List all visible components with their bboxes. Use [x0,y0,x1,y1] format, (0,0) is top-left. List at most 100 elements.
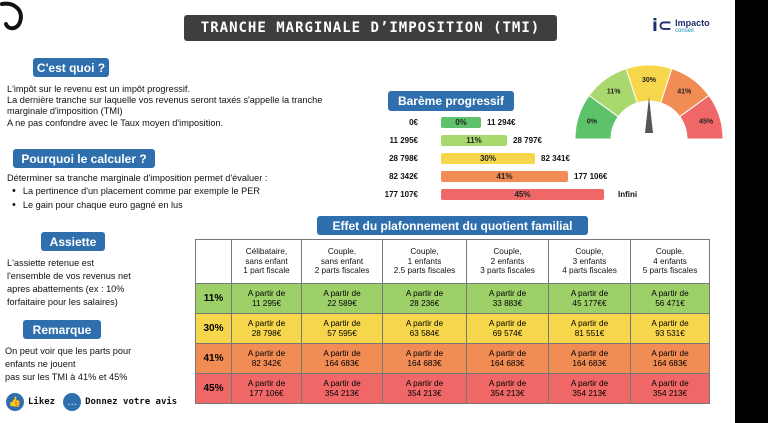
cell-prefix: A partir de [570,319,609,329]
pourquoi-bullet-2: Le gain pour chaque euro gagné en lus [12,198,260,212]
column-header-l3: 2 parts fiscales [314,266,370,276]
remarque-line-2: enfants ne jouent [5,358,76,369]
cell-amount: 28 798€ [251,328,282,338]
logo-mark: i⊂ [652,16,673,36]
table-row: 11% A partir de 11 295€ A partir de 22 589€ A… [195,283,710,314]
column-header-l2: sans enfant [320,256,364,266]
table-cell: A partir de 11 295€ [231,283,302,314]
table-cell: A partir de 164 683€ [630,343,710,374]
cell-amount: 93 531€ [655,328,685,338]
company-logo: i⊂ Impacto conseil [652,18,710,35]
table-cell: A partir de 22 589€ [301,283,383,314]
cell-prefix: A partir de [247,289,286,299]
column-header-l1: Couple, [410,247,439,257]
table-cell: A partir de 69 574€ [466,313,549,344]
row-rate: 30% [195,313,232,344]
like-thumb-icon[interactable]: 👍 [6,393,24,411]
table-cell: A partir de 354 213€ [466,373,549,404]
swirl-decoration-icon [0,1,23,31]
cell-amount: 177 106€ [249,388,284,398]
cell-amount: 354 213€ [490,388,525,398]
table-corner [195,239,232,284]
cell-prefix: A partir de [651,319,689,329]
cell-amount: 69 574€ [492,328,523,338]
table-cell: A partir de 82 342€ [231,343,302,374]
remarque-line-3: pas sur les TMI à 41% et 45% [5,371,128,382]
logo-name: Impacto [675,18,710,28]
plafond-table: Célibataire, sans enfant 1 part fiscale Cou… [195,239,710,404]
table-cell: A partir de 164 683€ [466,343,549,374]
cell-prefix: A partir de [570,379,609,389]
bareme-bar-2: 11% [441,135,507,146]
table-cell: A partir de 93 531€ [630,313,710,344]
bareme-bar-3: 30% [441,153,535,164]
bareme-to-4: 177 106€ [574,172,608,181]
assiette-line-3: apres abattements (ex : 10% [7,283,125,294]
assiette-line-2: l'ensemble de vos revenus net [7,270,131,281]
column-header: Célibataire, sans enfant 1 part fiscale [231,239,302,284]
assiette-line-4: forfaitaire pour les salaires) [7,296,118,307]
bareme-from-1: 0€ [409,118,418,127]
cell-prefix: A partir de [405,349,444,359]
cell-prefix: A partir de [323,319,361,329]
pourquoi-bullet-1: La pertinence d'un placement comme par e… [12,184,260,198]
quoi-line-3: marginale d'imposition (TMI) [7,106,123,117]
cell-prefix: A partir de [570,349,609,359]
column-header-l2: 1 enfants [407,256,442,266]
cell-prefix: A partir de [488,289,527,299]
cell-amount: 11 295€ [252,298,281,308]
column-header-l3: 5 parts fiscales [642,266,698,276]
page-title: TRANCHE MARGINALE D’IMPOSITION (TMI) [184,15,557,41]
column-header-l2: sans enfant [245,256,288,266]
assiette-text: L'assiette retenue est l'ensemble de vos… [7,257,187,309]
table-cell: A partir de 164 683€ [301,343,383,374]
pourquoi-intro: Déterminer sa tranche marginale d'imposi… [7,173,268,183]
gauge-label-3: 30% [642,77,657,84]
tmi-gauge: 0% 11% 30% 41% 45% [575,64,723,140]
footer: 👍 Likez … Donnez votre avis [6,393,177,411]
table-row: 30% A partir de 28 798€ A partir de 57 595€ A… [195,313,710,344]
cell-amount: 28 236€ [409,298,440,308]
table-cell: A partir de 81 551€ [548,313,631,344]
cell-amount: 22 589€ [327,298,357,308]
column-header: Couple, sans enfant 2 parts fiscales [301,239,383,284]
column-header-l1: Couple, [655,247,685,257]
cell-prefix: A partir de [323,379,361,389]
cell-prefix: A partir de [323,349,361,359]
cell-prefix: A partir de [488,349,527,359]
table-row: 45% A partir de 177 106€ A partir de 354 213… [195,373,710,404]
gauge-needle [645,97,653,133]
table-cell: A partir de 164 683€ [382,343,467,374]
cell-amount: 57 595€ [327,328,357,338]
comment-bubble-icon[interactable]: … [63,393,82,411]
gauge-label-1: 0% [587,118,598,125]
cell-amount: 63 584€ [409,328,440,338]
cell-amount: 45 177€€ [572,298,607,308]
table-cell: A partir de 354 213€ [382,373,467,404]
cell-amount: 164 683€ [407,358,442,368]
row-rate: 11% [195,283,232,314]
table-cell: A partir de 56 471€ [630,283,710,314]
gauge-segment-5 [679,94,723,140]
column-header: Couple, 3 enfants 4 parts fiscales [548,239,631,284]
remarque-heading: Remarque [23,320,101,339]
column-header-l2: 4 enfants [653,256,687,266]
column-header: Couple, 4 enfants 5 parts fiscales [630,239,710,284]
table-cell: A partir de 45 177€€ [548,283,631,314]
assiette-line-1: L'assiette retenue est [7,258,95,268]
bareme-to-3: 82 341€ [541,154,570,163]
bareme-from-5: 177 107€ [384,190,418,199]
infographic-page: TRANCHE MARGINALE D’IMPOSITION (TMI) i⊂ … [0,0,735,423]
cell-prefix: A partir de [247,349,286,359]
gauge-label-2: 11% [607,88,621,95]
cell-prefix: A partir de [405,379,444,389]
pourquoi-heading: Pourquoi le calculer ? [13,149,155,168]
table-cell: A partir de 164 683€ [548,343,631,374]
quoi-line-4: A ne pas confondre avec le Taux moyen d'… [7,117,224,128]
logo-subtitle: conseil [675,28,694,34]
cell-prefix: A partir de [323,289,361,299]
cell-amount: 354 213€ [652,388,688,398]
table-row: 41% A partir de 82 342€ A partir de 164 683€… [195,343,710,374]
cell-prefix: A partir de [488,319,527,329]
cell-amount: 81 551€ [574,328,605,338]
